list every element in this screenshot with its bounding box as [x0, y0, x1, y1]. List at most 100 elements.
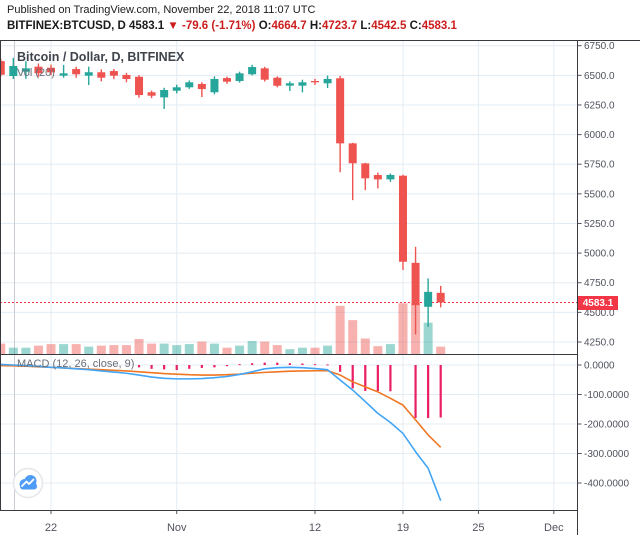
price-tick-label: 5750.0 [584, 160, 615, 171]
published-line: Published on TradingView.com, November 2… [7, 4, 316, 16]
candle [386, 173, 395, 182]
volume-bar [247, 341, 257, 355]
ohlc-segment: C: [409, 20, 422, 32]
volume-bar [272, 345, 282, 355]
candle-body [9, 65, 18, 77]
time-tick-label: 22 [45, 522, 57, 534]
time-tick-label: 25 [472, 522, 484, 534]
candle-body [311, 81, 319, 83]
candle [185, 80, 194, 89]
candle [260, 66, 269, 82]
ohlc-segment: 4583.1 [421, 20, 457, 32]
candle [248, 64, 257, 76]
candle-body [361, 163, 370, 179]
volume-bar [385, 344, 395, 355]
macd-histogram-bar [339, 365, 342, 372]
volume-bar [197, 341, 207, 355]
volume-bar [297, 347, 307, 355]
ohlc-segment: ▼ -79.6 (-1.71%) [167, 20, 259, 32]
candle [398, 174, 407, 271]
volume-bar [109, 345, 119, 355]
candle [411, 246, 420, 335]
candle-body [185, 82, 194, 88]
volume-bar [84, 346, 94, 355]
time-tick-label: 12 [309, 522, 321, 534]
macd-histogram-layer [137, 362, 442, 419]
candle-body [386, 175, 395, 180]
price-tick-label: 4250.0 [584, 337, 615, 348]
candle [47, 64, 56, 76]
price-tick-label: 5000.0 [584, 249, 615, 260]
candle-body [34, 66, 43, 74]
volume-bar [323, 345, 333, 355]
candle-body [122, 74, 131, 80]
volume-bar [46, 344, 56, 355]
macd-histogram-bar [263, 362, 266, 365]
candle [21, 61, 30, 79]
candle-body [411, 262, 420, 306]
candle-body [235, 73, 244, 82]
time-tick-label: 19 [397, 522, 409, 534]
ohlc-segment: 4664.7 [271, 20, 310, 32]
candle [223, 76, 232, 84]
volume-bar [184, 344, 194, 355]
symbol-ohlc-line: BITFINEX:BTCUSD, D 4583.1 ▼ -79.6 (-1.71… [7, 20, 457, 32]
macd-histogram-bar [351, 365, 354, 389]
macd-histogram-bar [301, 363, 304, 365]
ohlc-segment: 4723.7 [321, 20, 361, 32]
macd-histogram-bar [389, 365, 392, 392]
ohlc-segment: O: [258, 20, 272, 32]
candle [59, 64, 68, 78]
volume-bar [398, 303, 408, 355]
grid-layer [0, 40, 578, 511]
candle-body [72, 69, 81, 75]
candle [285, 81, 294, 91]
candle-body [285, 83, 294, 86]
candle-body [223, 78, 232, 82]
volume-bar [310, 347, 320, 355]
candle [373, 172, 382, 189]
macd-histogram-bar [414, 365, 417, 419]
candle [348, 142, 357, 201]
macd-tick-label: -200.0000 [584, 420, 629, 431]
candle [122, 72, 131, 83]
price-tick-label: 6750.0 [584, 41, 615, 52]
volume-bar [0, 343, 6, 355]
candle-body [97, 72, 106, 78]
candle [361, 162, 370, 191]
volume-bar [423, 322, 433, 355]
volume-bar [436, 346, 446, 355]
candles-layer [0, 57, 445, 335]
price-tick-label: 5500.0 [584, 189, 615, 200]
candle-body [172, 87, 181, 91]
volume-bar [21, 347, 31, 355]
candle [97, 69, 106, 82]
candle [147, 90, 156, 99]
volume-bar [96, 345, 106, 355]
volume-bar [121, 345, 131, 355]
price-tick-label: 5250.0 [584, 219, 615, 230]
ohlc-segment: BITFINEX:BTCUSD, D 4583.1 [7, 20, 168, 32]
volume-bar [209, 343, 219, 355]
macd-histogram-bar [376, 365, 379, 391]
candle [424, 278, 433, 327]
volume-bar [59, 344, 69, 355]
macd-tick-label: -100.0000 [584, 390, 629, 401]
candle-body [323, 79, 332, 84]
candle [9, 57, 18, 80]
ohlc-segment: H: [309, 20, 322, 32]
price-tick-label: 6500.0 [584, 71, 615, 82]
candle-body [373, 175, 382, 180]
candle-body [260, 68, 269, 80]
candle-body [0, 61, 5, 75]
macd-histogram-bar [238, 364, 241, 366]
candle-body [160, 90, 169, 98]
candle-body [273, 77, 282, 86]
macd-histogram-bar [313, 364, 317, 366]
candle [72, 66, 81, 78]
candle [197, 82, 206, 98]
macd-tick-label: -400.0000 [584, 479, 629, 490]
candle-body [59, 73, 68, 76]
